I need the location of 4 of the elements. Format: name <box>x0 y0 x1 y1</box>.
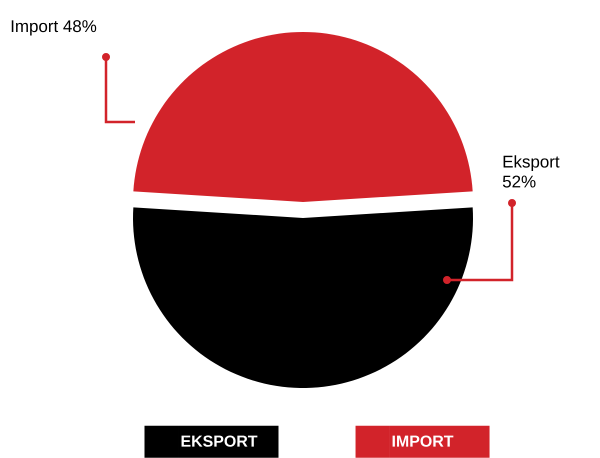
legend-label: IMPORT <box>392 435 454 447</box>
data-label: Eksport 52% <box>502 155 560 188</box>
data-label: Import 48% <box>12 20 96 36</box>
legend-label: EKSPORT <box>182 435 258 447</box>
